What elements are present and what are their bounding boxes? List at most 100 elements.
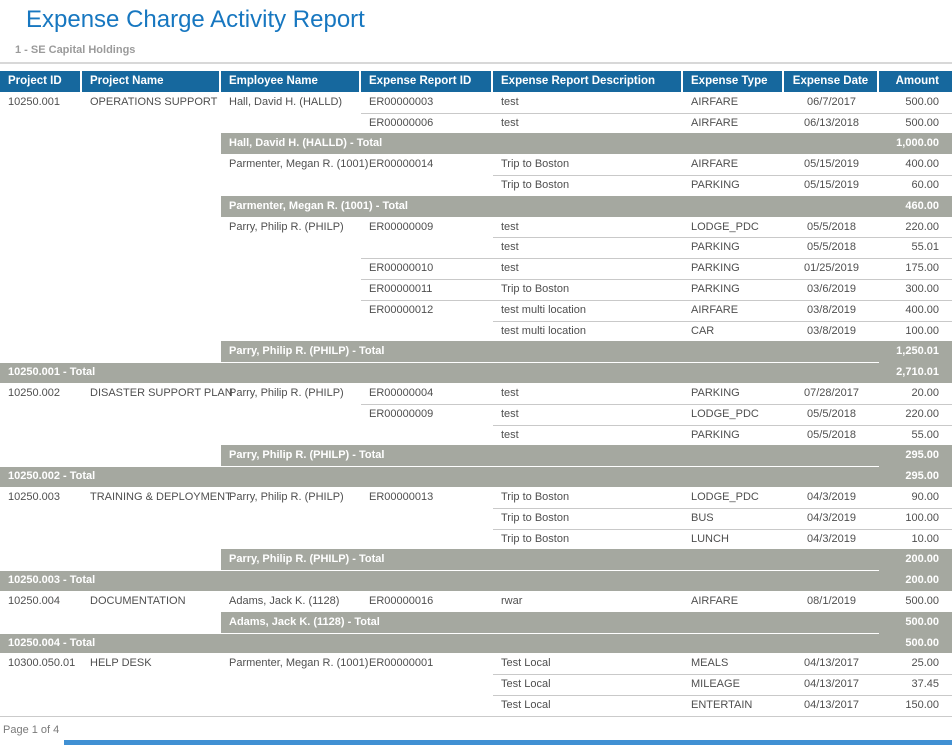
cell-expense_report_id: ER00000003 bbox=[369, 95, 434, 108]
cell-expense_type: BUS bbox=[691, 511, 714, 524]
column-header-expense_date: Expense Date bbox=[784, 71, 879, 92]
horizontal-scrollbar-thumb[interactable] bbox=[64, 740, 952, 745]
cell-project_id: 10250.001 bbox=[8, 95, 60, 108]
cell-expense_date: 05/5/2018 bbox=[807, 428, 856, 441]
cell-project_id bbox=[0, 237, 82, 258]
cell-project_name: OPERATIONS SUPPORT bbox=[90, 95, 218, 108]
report-table-body: 10250.001 OPERATIONS SUPPORT Hall, David H… bbox=[0, 92, 952, 716]
cell-expense_report_id: ER00000001 bbox=[369, 657, 434, 670]
cell-expense_report_id: ER00000004 bbox=[369, 386, 434, 399]
cell-description: test bbox=[501, 262, 519, 275]
cell-expense_report_id bbox=[361, 529, 493, 550]
row-separator bbox=[493, 174, 952, 176]
cell-expense_date: 03/8/2019 bbox=[807, 324, 856, 337]
cell-employee_name bbox=[221, 300, 361, 321]
cell-project_name: HELP DESK bbox=[90, 657, 152, 670]
cell-expense_type: PARKING bbox=[691, 386, 740, 399]
table-row: Parmenter, Megan R. (1001) ER00000014 Trip… bbox=[0, 154, 952, 175]
cell-description: test multi location bbox=[501, 303, 586, 316]
cell-description: test multi location bbox=[501, 324, 586, 337]
cell-expense_type: AIRFARE bbox=[691, 303, 739, 316]
table-row: Test Local ENTERTAIN 04/13/2017 150.00 bbox=[0, 694, 952, 716]
cell-expense_report_id: ER00000009 bbox=[369, 220, 434, 233]
total-label: Parry, Philip R. (PHILP) - Total bbox=[229, 553, 385, 566]
project-total-row: 10250.003 - Total 200.00 bbox=[0, 570, 952, 591]
table-row: 10250.001 OPERATIONS SUPPORT Hall, David H… bbox=[0, 92, 952, 113]
cell-description: Test Local bbox=[501, 678, 551, 691]
footer-divider bbox=[0, 715, 952, 717]
cell-description: Trip to Boston bbox=[501, 158, 570, 171]
cell-amount: 60.00 bbox=[911, 178, 939, 191]
cell-description: Trip to Boston bbox=[501, 178, 570, 191]
cell-project_name bbox=[82, 175, 221, 196]
cell-employee_name bbox=[221, 321, 361, 342]
table-row: Trip to Boston BUS 04/3/2019 100.00 bbox=[0, 507, 952, 529]
cell-description: test bbox=[501, 241, 519, 254]
cell-project_name bbox=[82, 113, 221, 134]
row-separator bbox=[361, 112, 952, 114]
total-label: 10250.004 - Total bbox=[8, 636, 96, 649]
cell-description: Trip to Boston bbox=[501, 532, 570, 545]
cell-employee_name bbox=[221, 529, 361, 550]
cell-employee_name bbox=[221, 258, 361, 279]
cell-project_id bbox=[0, 258, 82, 279]
row-separator bbox=[493, 320, 952, 322]
table-row: test PARKING 05/5/2018 55.00 bbox=[0, 424, 952, 446]
cell-description: Trip to Boston bbox=[501, 490, 570, 503]
total-amount: 200.00 bbox=[905, 553, 939, 566]
column-header-expense_type: Expense Type bbox=[683, 71, 784, 92]
cell-expense_type: AIRFARE bbox=[691, 116, 739, 129]
cell-project_id bbox=[0, 674, 82, 695]
column-header-project_name: Project Name bbox=[82, 71, 221, 92]
project-total-row: 10250.002 - Total 295.00 bbox=[0, 466, 952, 487]
total-amount: 200.00 bbox=[905, 574, 939, 587]
cell-description: test bbox=[501, 116, 519, 129]
cell-project_name bbox=[82, 279, 221, 300]
total-amount: 500.00 bbox=[905, 636, 939, 649]
cell-project_id bbox=[0, 508, 82, 529]
cell-expense_date: 03/6/2019 bbox=[807, 282, 856, 295]
cell-expense_report_id bbox=[361, 237, 493, 258]
cell-expense_date: 04/13/2017 bbox=[803, 678, 860, 691]
cell-project_name bbox=[82, 300, 221, 321]
cell-project_name: DISASTER SUPPORT PLAN bbox=[90, 386, 233, 399]
table-row: 10250.002 DISASTER SUPPORT PLAN Parry, Phi… bbox=[0, 383, 952, 404]
cell-amount: 500.00 bbox=[905, 594, 939, 607]
cell-expense_type: AIRFARE bbox=[691, 158, 739, 171]
row-separator bbox=[361, 278, 952, 280]
row-separator bbox=[493, 424, 952, 426]
cell-expense_date: 03/8/2019 bbox=[807, 303, 856, 316]
total-separator bbox=[0, 632, 879, 634]
cell-expense_report_id bbox=[361, 695, 493, 716]
cell-project_id bbox=[0, 217, 82, 238]
cell-expense_type: AIRFARE bbox=[691, 95, 739, 108]
cell-expense_report_id: ER00000013 bbox=[369, 490, 434, 503]
cell-project_id bbox=[0, 321, 82, 342]
cell-employee_name bbox=[221, 674, 361, 695]
report-table: Project ID Project Name Employee Name Expen… bbox=[0, 71, 952, 716]
cell-expense_report_id: ER00000009 bbox=[369, 407, 434, 420]
total-label: Parmenter, Megan R. (1001) - Total bbox=[229, 199, 408, 212]
cell-amount: 500.00 bbox=[905, 95, 939, 108]
total-amount: 295.00 bbox=[905, 449, 939, 462]
row-separator bbox=[361, 403, 952, 405]
total-bar: 10250.002 - Total 295.00 bbox=[0, 466, 952, 487]
cell-project_name bbox=[82, 237, 221, 258]
cell-expense_report_id bbox=[361, 425, 493, 446]
cell-expense_report_id bbox=[361, 321, 493, 342]
table-row: 10250.004 DOCUMENTATION Adams, Jack K. (11… bbox=[0, 591, 952, 612]
report-subtitle: 1 - SE Capital Holdings bbox=[15, 44, 136, 56]
total-amount: 460.00 bbox=[905, 199, 939, 212]
employee-total-row: Adams, Jack K. (1128) - Total 500.00 bbox=[0, 611, 952, 633]
cell-description: test bbox=[501, 220, 519, 233]
cell-expense_report_id: ER00000006 bbox=[369, 116, 434, 129]
total-bar: Parry, Philip R. (PHILP) - Total 1,250.01 bbox=[221, 341, 952, 363]
total-amount: 295.00 bbox=[905, 470, 939, 483]
cell-project_id bbox=[0, 175, 82, 196]
column-header-description: Expense Report Description bbox=[493, 71, 683, 92]
total-bar: Parry, Philip R. (PHILP) - Total 295.00 bbox=[221, 445, 952, 467]
cell-expense_date: 01/25/2019 bbox=[803, 262, 860, 275]
cell-expense_date: 04/13/2017 bbox=[803, 657, 860, 670]
total-label: Adams, Jack K. (1128) - Total bbox=[229, 615, 380, 628]
column-header-employee_name: Employee Name bbox=[221, 71, 361, 92]
